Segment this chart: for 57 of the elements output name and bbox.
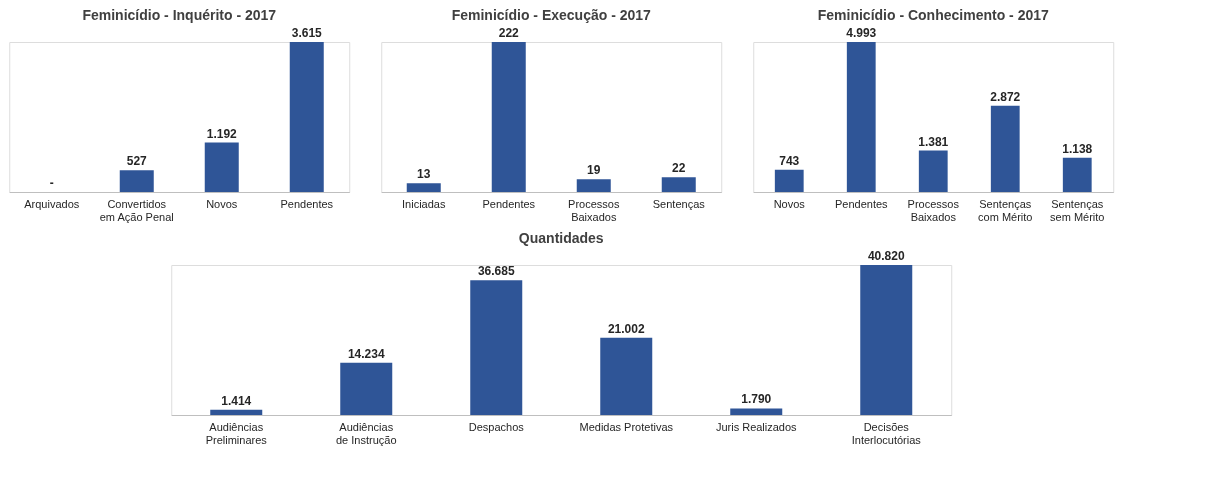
bar bbox=[918, 150, 948, 192]
x-tick-label: Audiências de Instrução bbox=[335, 420, 397, 446]
x-tick-label: Arquivados bbox=[24, 197, 80, 210]
bar bbox=[600, 337, 653, 415]
x-tick-label: Despachos bbox=[468, 420, 525, 433]
data-label: 1.790 bbox=[741, 392, 772, 407]
bar bbox=[774, 169, 804, 192]
x-tick-label: Iniciadas bbox=[402, 197, 446, 210]
bar bbox=[990, 105, 1020, 192]
x-tick-label: Medidas Protetivas bbox=[579, 420, 674, 433]
chart-title: Quantidades bbox=[518, 230, 604, 246]
chart-title: Feminicídio - Conhecimento - 2017 bbox=[817, 7, 1049, 23]
data-label: - bbox=[49, 176, 54, 190]
bar bbox=[1062, 157, 1092, 192]
bar bbox=[576, 179, 611, 192]
bar bbox=[470, 280, 523, 415]
data-label: 1.192 bbox=[206, 126, 238, 141]
x-tick-label: Sentenças bbox=[652, 197, 706, 210]
data-label: 527 bbox=[126, 154, 148, 169]
x-tick-label: Sentenças sem Mérito bbox=[1050, 197, 1105, 223]
x-tick-label: Novos bbox=[773, 197, 806, 210]
x-tick-label: Novos bbox=[206, 197, 238, 210]
data-label: 21.002 bbox=[607, 321, 645, 336]
bar bbox=[340, 362, 393, 415]
data-label: 1.414 bbox=[221, 393, 252, 408]
data-label: 40.820 bbox=[867, 249, 905, 263]
data-label: 13 bbox=[417, 167, 431, 182]
data-label: 1.381 bbox=[918, 134, 949, 149]
bar bbox=[661, 177, 696, 192]
data-label: 22 bbox=[672, 161, 686, 176]
data-label: 3.615 bbox=[291, 26, 323, 40]
x-tick-label: Juris Realizados bbox=[715, 420, 798, 433]
chart-title: Feminicídio - Execução - 2017 bbox=[451, 7, 652, 23]
x-tick-label: Processos Baixados bbox=[907, 197, 960, 223]
x-tick-label: Pendentes bbox=[834, 197, 889, 210]
data-label: 2.872 bbox=[990, 89, 1021, 104]
bar bbox=[730, 408, 783, 415]
x-tick-label: Decisões Interlocutórias bbox=[851, 420, 922, 446]
bar bbox=[860, 265, 913, 415]
data-label: 222 bbox=[498, 26, 520, 40]
x-tick-label: Processos Baixados bbox=[568, 197, 620, 223]
bar bbox=[210, 409, 263, 415]
bar bbox=[406, 183, 441, 192]
data-label: 1.138 bbox=[1062, 141, 1093, 156]
x-tick-label: Audiências Preliminares bbox=[205, 420, 268, 446]
bar bbox=[491, 42, 526, 192]
chart-title: Feminicídio - Inquérito - 2017 bbox=[82, 7, 277, 23]
data-label: 743 bbox=[779, 153, 800, 168]
x-tick-label: Pendentes bbox=[280, 197, 334, 210]
data-label: 19 bbox=[587, 163, 601, 178]
data-label: 14.234 bbox=[347, 346, 385, 361]
x-tick-label: Pendentes bbox=[482, 197, 536, 210]
bar bbox=[846, 42, 876, 192]
x-tick-label: Sentenças com Mérito bbox=[978, 197, 1033, 223]
data-label: 36.685 bbox=[477, 264, 515, 279]
data-label: 4.993 bbox=[846, 26, 877, 40]
x-tick-label: Convertidos em Ação Penal bbox=[99, 197, 174, 223]
